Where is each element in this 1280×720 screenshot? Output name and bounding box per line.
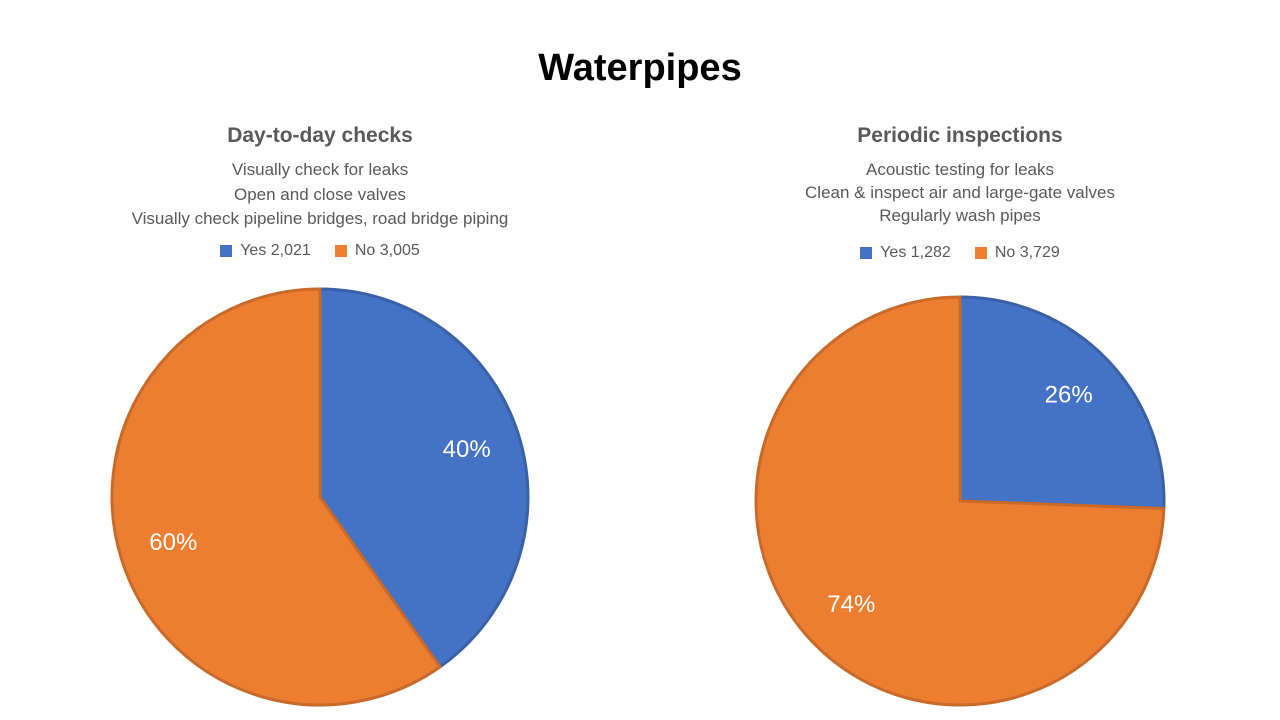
chart-periodic-inspections: Periodic inspections Acoustic testing fo… [640,0,1280,720]
pie-slice-yes [318,287,530,669]
subtitle-line: Visually check for leaks [231,160,409,179]
page-title: Waterpipes [538,47,742,89]
data-label-yes: 26% [1045,382,1093,409]
data-label-no: 74% [827,591,875,618]
chart-title: Day-to-day checks [227,124,413,147]
legend-label: No [354,242,376,259]
legend-item-no: No 3,729 [974,243,1060,263]
legend-swatch [220,245,233,257]
pie-slice-no [110,287,442,707]
pie-chart: 26% 74% [754,295,1166,707]
data-label-no: 60% [149,529,197,556]
legend-label: Yes [240,242,267,259]
legend-label: No [994,244,1016,261]
legend-item-yes: Yes 1,282 [860,243,951,263]
legend-value: 3,729 [1019,244,1060,261]
subtitle-line: Acoustic testing for leaks [865,160,1055,179]
subtitle-line: Visually check pipeline bridges, road br… [131,209,509,228]
legend-value: 3,005 [379,242,420,259]
pie-slice-yes [958,295,1166,510]
legend-value: 2,021 [270,242,311,259]
pie-chart: 40% 60% [110,287,530,707]
legend-swatch [334,245,347,257]
chart-day-to-day: Day-to-day checks Visually check for lea… [0,124,640,707]
legend: Yes 2,021 No 3,005 [0,241,640,261]
chart-title: Periodic inspections [857,124,1063,147]
legend-item-no: No 3,005 [334,241,420,261]
pie-slice-no [754,295,1166,707]
legend-label: Yes [880,244,907,261]
legend-value: 1,282 [910,244,951,261]
legend-swatch [860,247,873,259]
subtitle-line: Regularly wash pipes [879,206,1041,225]
legend-item-yes: Yes 2,021 [220,241,311,261]
subtitle-line: Open and close valves [234,185,406,204]
legend: Yes 1,282 No 3,729 [640,243,1280,263]
legend-swatch [974,247,987,259]
subtitle-line: Clean & inspect air and large-gate valve… [805,183,1115,202]
data-label-yes: 40% [443,436,491,463]
